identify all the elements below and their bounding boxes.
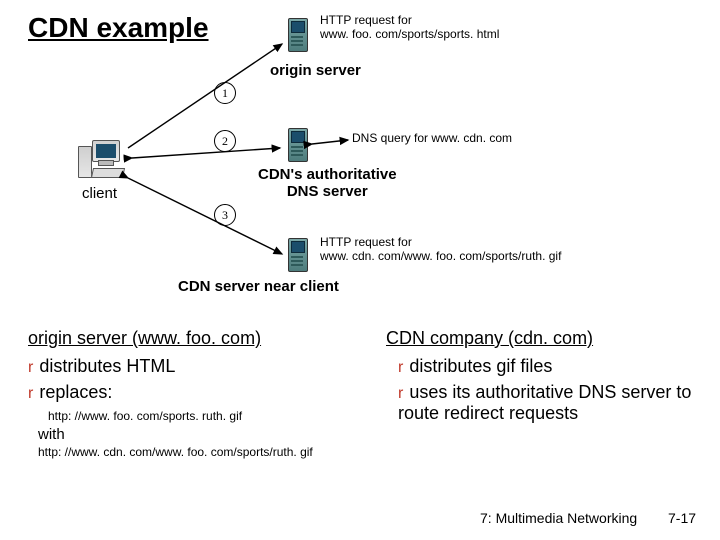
bullet-marker-icon: r	[398, 385, 403, 402]
right-bullet-1-text: distributes gif files	[409, 356, 552, 376]
step-2: 2	[214, 130, 236, 152]
left-heading: origin server (www. foo. com)	[28, 328, 261, 349]
step-3: 3	[214, 204, 236, 226]
client-label: client	[82, 185, 117, 202]
step-1: 1	[214, 82, 236, 104]
left-bullet-2-text: replaces:	[39, 382, 112, 402]
dns-query-text: DNS query for www. cdn. com	[352, 132, 512, 146]
origin-request-text: HTTP request for www. foo. com/sports/sp…	[320, 14, 499, 42]
left-bullet-2: r replaces:	[28, 382, 112, 403]
left-line1: http: //www. foo. com/sports. ruth. gif	[48, 410, 242, 424]
bullet-marker-icon: r	[28, 385, 33, 402]
left-bullet-1-text: distributes HTML	[39, 356, 175, 376]
cdn-server-icon	[288, 238, 310, 274]
footer-page: 7-17	[668, 510, 696, 526]
bullet-marker-icon: r	[398, 359, 403, 376]
left-line2: http: //www. cdn. com/www. foo. com/spor…	[38, 446, 313, 460]
left-with: with	[38, 426, 65, 443]
dns-server-icon	[288, 128, 310, 164]
origin-server-label: origin server	[270, 62, 361, 79]
origin-server-icon	[288, 18, 310, 54]
right-bullet-1: r distributes gif files	[398, 356, 552, 377]
right-heading: CDN company (cdn. com)	[386, 328, 593, 349]
cdn-near-label: CDN server near client	[178, 278, 339, 295]
slide-title: CDN example	[28, 12, 209, 44]
right-bullet-2-text: uses its authoritative DNS server to rou…	[398, 382, 691, 423]
client-icon	[78, 140, 124, 180]
bullet-marker-icon: r	[28, 359, 33, 376]
right-bullet-2: ruses its authoritative DNS server to ro…	[398, 382, 698, 424]
cdn-request-text: HTTP request for www. cdn. com/www. foo.…	[320, 236, 561, 264]
footer-chapter: 7: Multimedia Networking	[480, 510, 637, 526]
dns-server-label: CDN's authoritative DNS server	[258, 166, 397, 201]
left-bullet-1: r distributes HTML	[28, 356, 175, 377]
